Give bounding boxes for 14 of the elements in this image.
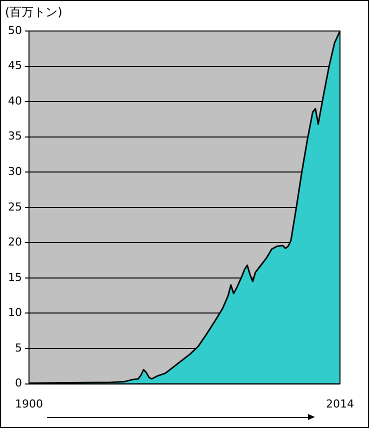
y-tick-label: 15 bbox=[8, 270, 22, 284]
x-tick-label: 1900 bbox=[14, 397, 43, 410]
y-tick-label: 25 bbox=[8, 200, 22, 214]
y-tick-label: 20 bbox=[8, 236, 22, 249]
y-tick-label: 10 bbox=[8, 306, 22, 320]
x-tick-label: 2014 bbox=[326, 397, 354, 410]
y-tick-label: 35 bbox=[8, 130, 22, 143]
y-tick-label: 40 bbox=[8, 94, 22, 108]
y-tick-label: 45 bbox=[8, 59, 22, 72]
y-axis-title: (百万トン) bbox=[5, 5, 62, 20]
y-tick-label: 5 bbox=[14, 341, 22, 354]
y-tick-label: 30 bbox=[8, 164, 22, 178]
y-tick-label: 50 bbox=[8, 24, 22, 37]
y-tick-label: 0 bbox=[14, 376, 22, 390]
